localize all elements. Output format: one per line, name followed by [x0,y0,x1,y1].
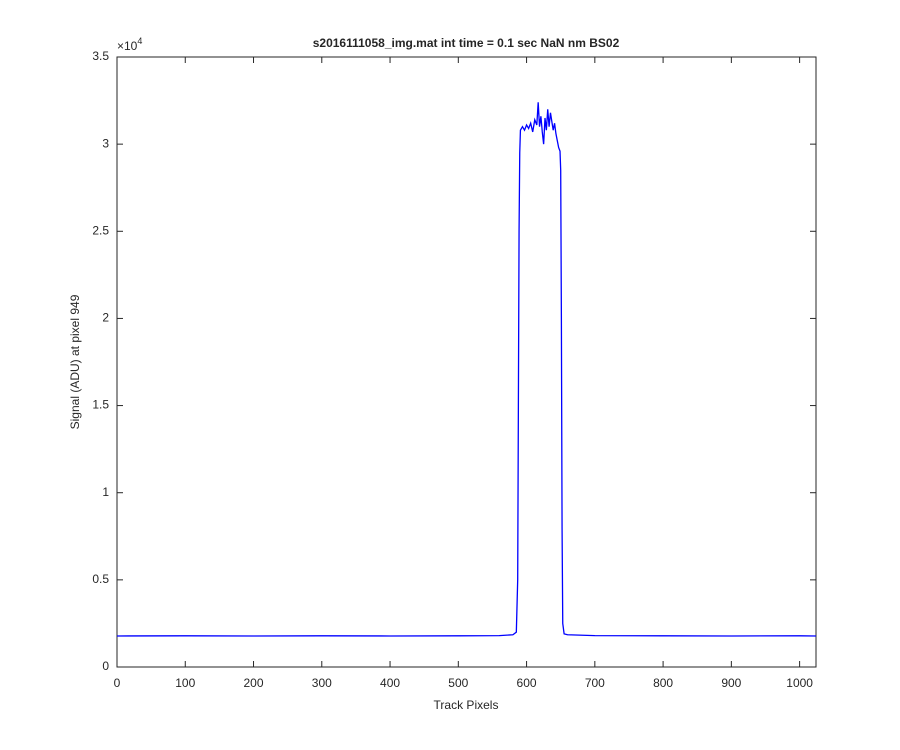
x-tick-label: 0 [114,676,121,690]
chart-title: s2016111058_img.mat int time = 0.1 sec N… [313,36,620,50]
axes-box [116,56,817,668]
x-tick-label: 500 [448,676,468,690]
y-axis-label: Signal (ADU) at pixel 949 [68,294,82,429]
y-tick-label: 1.5 [92,398,109,412]
y-tick-label: 2 [102,311,109,325]
y-multiplier-exponent: 4 [137,36,142,46]
x-tick-label: 100 [175,676,195,690]
x-tick-label: 600 [517,676,537,690]
x-axis-label: Track Pixels [434,698,499,712]
x-tick-label: 300 [312,676,332,690]
data-line [116,102,817,637]
y-tick-label: 0 [102,659,109,673]
x-tick-label: 200 [244,676,264,690]
x-tick-label: 1000 [786,676,813,690]
x-tick-label: 400 [380,676,400,690]
x-tick-label: 700 [585,676,605,690]
y-tick-label: 2.5 [92,223,109,237]
y-multiplier-base: ×10 [117,39,138,53]
y-tick-label: 3 [102,136,109,150]
x-tick-label: 900 [721,676,741,690]
y-tick-label: 3.5 [92,49,109,63]
x-tick-label: 800 [653,676,673,690]
y-multiplier: ×104 [117,36,142,53]
y-tick-label: 1 [102,485,109,499]
y-tick-label: 0.5 [92,572,109,586]
